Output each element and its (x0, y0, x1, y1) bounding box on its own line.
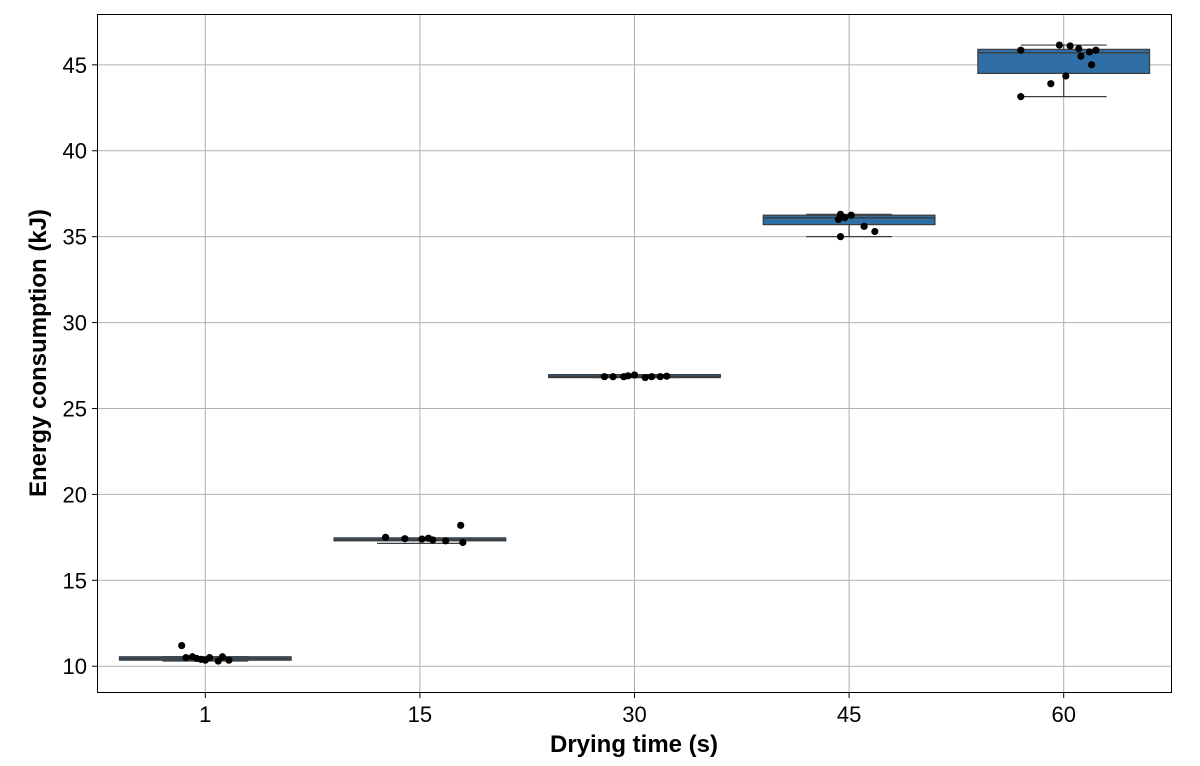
data-point (1085, 48, 1094, 56)
data-point (860, 222, 868, 230)
y-tick-label: 45 (63, 53, 87, 78)
data-point (205, 654, 214, 662)
data-point (1047, 80, 1055, 88)
y-axis-ticks: 10 15 20 25 30 35 40 45 (63, 53, 98, 679)
data-point (600, 373, 609, 381)
data-point (1075, 44, 1083, 53)
data-point (663, 372, 671, 380)
x-tick-label: 30 (622, 702, 646, 727)
data-point (1092, 46, 1100, 54)
data-point (841, 214, 849, 222)
y-tick-label: 10 (63, 654, 87, 679)
data-point (641, 373, 649, 382)
data-point (871, 227, 879, 236)
data-point (457, 521, 465, 529)
x-axis-ticks: 1 15 30 45 60 (199, 692, 1076, 727)
data-point (1087, 61, 1096, 69)
data-point (648, 373, 656, 381)
data-point (1017, 46, 1025, 54)
data-point (418, 535, 426, 543)
data-point (178, 642, 186, 650)
x-axis-label: Drying time (s) (550, 731, 718, 758)
data-point (381, 533, 390, 541)
data-point (424, 534, 433, 542)
y-axis-label: Energy consumption (kJ) (25, 209, 52, 497)
data-point (656, 373, 664, 381)
data-point (609, 373, 617, 381)
y-tick-label: 40 (63, 139, 87, 164)
data-point (836, 233, 845, 241)
box-60 (977, 44, 1151, 98)
data-point (847, 211, 855, 219)
data-point (401, 535, 409, 543)
data-point (218, 653, 227, 661)
x-tick-label: 60 (1051, 702, 1075, 727)
data-point (624, 372, 632, 380)
y-tick-label: 30 (63, 311, 87, 336)
x-tick-label: 1 (199, 702, 211, 727)
data-point (630, 371, 639, 379)
data-point (182, 654, 190, 662)
data-point (834, 215, 842, 224)
y-tick-label: 15 (63, 568, 87, 593)
y-tick-label: 20 (63, 482, 87, 507)
data-point (1017, 93, 1025, 101)
data-point (1066, 42, 1074, 50)
x-tick-label: 45 (837, 702, 861, 727)
data-point (1055, 41, 1064, 49)
data-points (178, 41, 1100, 665)
grid (98, 15, 1171, 692)
data-point (442, 537, 450, 545)
data-point (1077, 52, 1085, 60)
data-point (225, 656, 233, 664)
x-tick-label: 15 (408, 702, 432, 727)
y-tick-label: 25 (63, 396, 87, 421)
y-tick-label: 35 (63, 225, 87, 250)
data-point (459, 538, 467, 547)
data-point (1062, 72, 1070, 80)
